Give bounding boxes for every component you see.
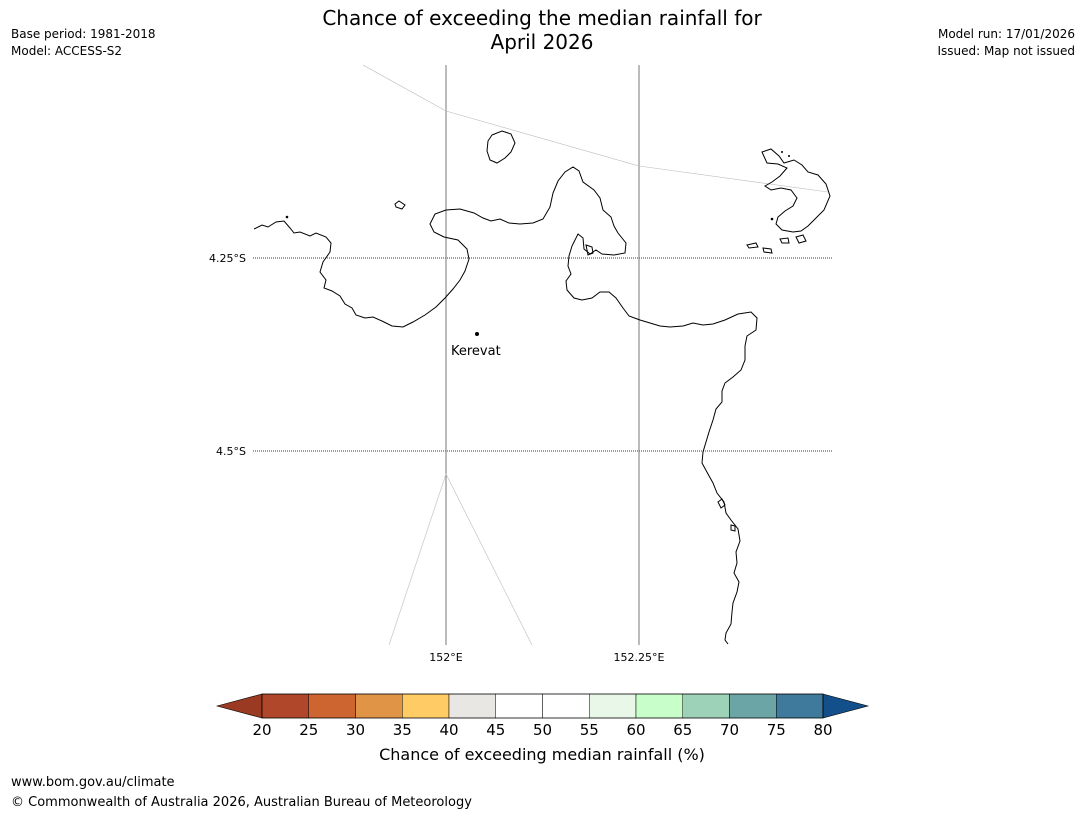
place-label-kerevat: Kerevat: [451, 344, 501, 359]
colorbar-cell: [635, 693, 683, 719]
colorbar: 20 25 30 35 40 45 50 55 60 65 70 75 80: [215, 693, 870, 739]
island-islet-1: [394, 200, 406, 210]
model-run: Model run: 17/01/2026: [937, 27, 1075, 41]
map-title: Chance of exceeding the median rainfall …: [242, 6, 842, 54]
colorbar-over-arrow: [822, 693, 870, 719]
title-line-1: Chance of exceeding the median rainfall …: [322, 6, 762, 30]
colorbar-frame: [261, 693, 824, 719]
footer-url[interactable]: www.bom.gov.au/climate: [11, 775, 175, 790]
colorbar-cell: [542, 693, 590, 719]
island-north: [486, 130, 516, 164]
place-marker-kerevat: [475, 332, 479, 336]
colorbar-tick-label: 20: [252, 721, 271, 739]
colorbar-tick-label: 50: [533, 721, 552, 739]
boundary-line-north: [362, 64, 829, 193]
colorbar-cell: [308, 693, 356, 719]
island-islet-7: [717, 498, 726, 509]
colorbar-cell: [448, 693, 496, 719]
coastline-mainland: [253, 166, 758, 645]
colorbar-tick-label: 70: [720, 721, 739, 739]
colorbar-tick-label: 60: [626, 721, 645, 739]
meta-right: Model run: 17/01/2026 Issued: Map not is…: [937, 26, 1075, 60]
lat-label-4-5: 4.5°S: [216, 445, 246, 458]
islet-dot-1: [285, 215, 289, 219]
base-period: Base period: 1981-2018: [11, 27, 156, 41]
colorbar-cell: [355, 693, 403, 719]
lon-label-152-25: 152.25°E: [614, 651, 665, 664]
colorbar-tick-label: 65: [673, 721, 692, 739]
boundary-line-south: [388, 473, 533, 646]
colorbar-under-arrow: [215, 693, 263, 719]
island-islet-5: [779, 237, 790, 244]
meta-left: Base period: 1981-2018 Model: ACCESS-S2: [11, 26, 156, 60]
islet-dot-3: [781, 151, 783, 153]
islet-dot-4: [788, 155, 790, 157]
island-islet-4: [762, 247, 773, 254]
colorbar-tick-label: 55: [580, 721, 599, 739]
colorbar-cells: [261, 693, 824, 719]
model-name: Model: ACCESS-S2: [11, 44, 123, 58]
colorbar-tick-label: 35: [393, 721, 412, 739]
colorbar-cell: [776, 693, 824, 719]
lon-label-152: 152°E: [429, 651, 462, 664]
colorbar-cell: [589, 693, 637, 719]
title-line-2: April 2026: [490, 30, 594, 54]
colorbar-cell: [682, 693, 730, 719]
colorbar-cell: [261, 693, 309, 719]
issued-status: Issued: Map not issued: [937, 44, 1075, 58]
colorbar-cell: [729, 693, 777, 719]
island-duke-of-york: [761, 148, 831, 233]
island-islet-6: [795, 234, 807, 244]
colorbar-tick-label: 45: [486, 721, 505, 739]
colorbar-label: Chance of exceeding median rainfall (%): [379, 745, 705, 764]
colorbar-tick-label: 80: [813, 721, 832, 739]
colorbar-cell: [495, 693, 543, 719]
island-islet-8: [730, 524, 736, 532]
colorbar-tick-label: 25: [299, 721, 318, 739]
colorbar-tick-label: 75: [767, 721, 786, 739]
islet-dot-2: [770, 217, 774, 221]
colorbar-tick-label: 30: [346, 721, 365, 739]
island-islet-2: [585, 244, 594, 256]
colorbar-ticks: 20 25 30 35 40 45 50 55 60 65 70 75 80: [252, 721, 832, 739]
footer-copyright: © Commonwealth of Australia 2026, Austra…: [11, 795, 472, 810]
lat-label-4-25: 4.25°S: [209, 252, 246, 265]
island-islet-3: [746, 242, 759, 249]
colorbar-cell: [402, 693, 450, 719]
colorbar-tick-label: 40: [439, 721, 458, 739]
